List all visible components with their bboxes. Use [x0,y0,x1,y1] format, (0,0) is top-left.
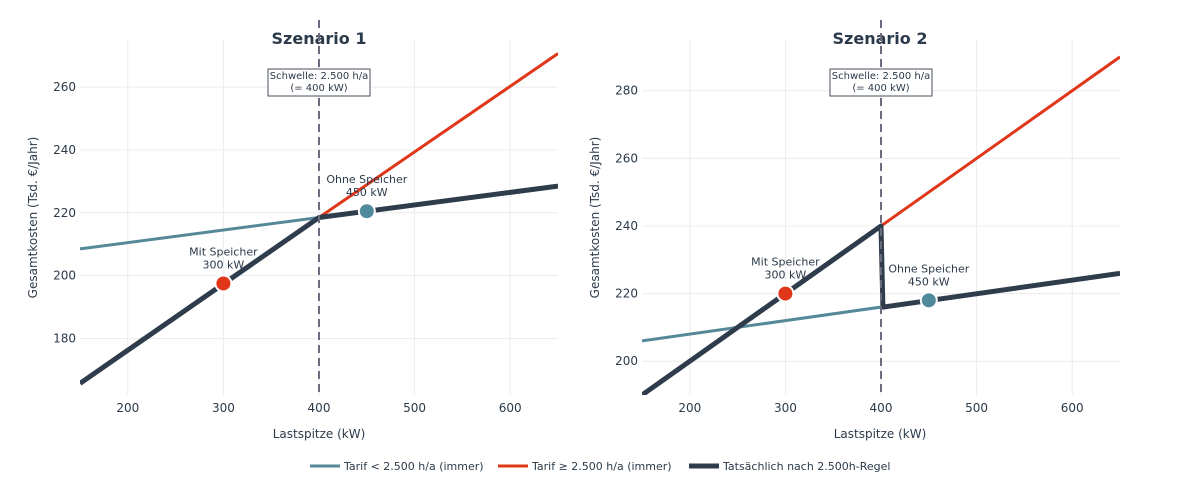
legend-label: Tarif ≥ 2.500 h/a (immer) [531,460,672,473]
series-line-2 [318,52,558,219]
marker-point-1 [214,274,233,293]
y-tick-label: 200 [53,269,76,283]
threshold-label: Schwelle: 2.500 h/a [270,71,368,82]
x-tick-label: 300 [774,401,797,415]
series-line-2 [880,55,1120,228]
marker-label: 450 kW [346,186,388,199]
y-tick-label: 260 [615,151,638,165]
marker-point-2 [919,291,938,310]
x-tick-label: 300 [212,401,235,415]
y-tick-label: 240 [615,219,638,233]
y-tick-label: 200 [615,354,638,368]
marker-label: Ohne Speicher [888,262,969,275]
y-tick-label: 220 [53,206,76,220]
x-tick-label: 500 [965,401,988,415]
x-tick-label: 600 [499,401,522,415]
threshold-label: Schwelle: 2.500 h/a [832,71,930,82]
y-tick-label: 240 [53,143,76,157]
threshold-label: (= 400 kW) [290,83,347,94]
threshold-label: (= 400 kW) [852,83,909,94]
marker-label: Ohne Speicher [326,173,407,186]
marker-label: Mit Speicher [189,245,258,258]
x-tick-label: 600 [1061,401,1084,415]
x-tick-label: 400 [870,401,893,415]
marker-label: 300 kW [765,269,807,282]
x-tick-label: 200 [678,401,701,415]
y-tick-label: 220 [615,287,638,301]
x-axis-label: Lastspitze (kW) [273,427,366,441]
threshold-label-box [829,68,933,97]
legend-label: Tarif < 2.500 h/a (immer) [343,460,484,473]
x-tick-label: 500 [403,401,426,415]
y-tick-label: 280 [615,84,638,98]
marker-point-1 [776,284,795,303]
x-tick-label: 400 [308,401,331,415]
marker-label: 450 kW [908,275,950,288]
threshold-label-box [267,68,371,97]
x-axis-label: Lastspitze (kW) [834,427,927,441]
marker-point-2 [357,202,376,221]
series-line-3 [642,223,1120,395]
legend: Tarif < 2.500 h/a (immer) Tarif ≥ 2.500 h… [310,460,890,473]
marker-label: Mit Speicher [751,256,820,269]
y-axis-label: Gesamtkosten (Tsd. €/Jahr) [26,137,40,299]
marker-label: 300 kW [203,258,245,271]
x-tick-label: 200 [116,401,139,415]
y-tick-label: 180 [53,331,76,345]
y-axis-label: Gesamtkosten (Tsd. €/Jahr) [588,137,602,299]
y-tick-label: 260 [53,80,76,94]
legend-label: Tatsächlich nach 2.500h-Regel [722,460,890,473]
